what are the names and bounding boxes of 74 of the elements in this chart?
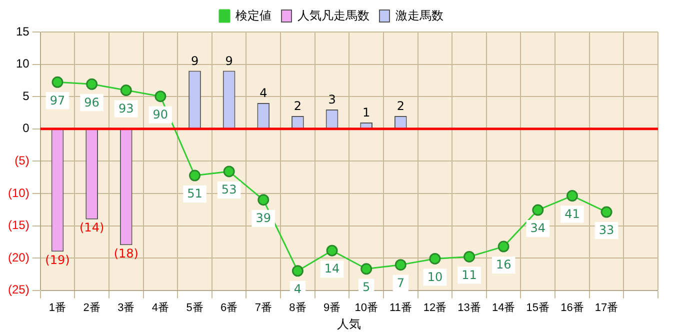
y-tick-label: 0 (22, 121, 30, 136)
point (86, 78, 98, 90)
point (600, 206, 612, 218)
point (532, 204, 544, 216)
y-tick-label: 10 (16, 56, 30, 71)
y-tick-label: (5) (14, 154, 30, 168)
x-axis-title: 人気 (337, 317, 362, 332)
data-label: 2 (294, 99, 302, 114)
x-tick-label: 5番 (186, 301, 204, 314)
data-label: 33 (598, 223, 614, 238)
data-label: 39 (256, 210, 272, 225)
point (566, 190, 578, 202)
data-label: 1 (362, 106, 370, 120)
data-label: 51 (187, 186, 202, 201)
point (189, 170, 201, 182)
x-tick-label: 9番 (323, 301, 341, 314)
data-label: 9 (225, 54, 233, 68)
y-tick-label: (10) (8, 186, 30, 200)
data-label: 93 (118, 101, 134, 116)
data-label: 34 (530, 221, 546, 236)
point (498, 240, 510, 252)
data-label: 14 (324, 262, 340, 276)
point (154, 90, 166, 102)
point (52, 76, 64, 88)
x-tick-label: 15番 (526, 301, 550, 314)
point (120, 84, 132, 96)
data-label: 3 (328, 92, 336, 107)
data-label: 90 (152, 107, 168, 122)
data-label: 5 (362, 280, 370, 294)
data-label: 11 (462, 268, 477, 282)
data-label: 97 (50, 93, 66, 108)
x-tick-label: 1番 (48, 301, 66, 314)
x-tick-label: 13番 (458, 301, 481, 314)
x-tick-label: 6番 (220, 301, 238, 314)
data-label: 10 (427, 270, 443, 284)
x-tick-label: 14番 (492, 301, 516, 314)
x-tick-label: 3番 (118, 301, 135, 314)
legend-label: 検定値 (236, 8, 272, 22)
data-label: 41 (564, 206, 580, 221)
x-tick-label: 4番 (152, 301, 170, 314)
x-tick-label: 8番 (289, 301, 306, 314)
data-label: 96 (84, 95, 100, 110)
x-tick-label: 12番 (423, 301, 447, 314)
point (292, 265, 304, 277)
y-tick-label: (25) (8, 282, 30, 297)
x-tick-label: 7番 (254, 301, 272, 314)
y-tick-label: 5 (22, 88, 30, 103)
point (326, 244, 338, 256)
data-label: 16 (496, 258, 512, 272)
data-label: 4 (294, 282, 302, 296)
data-label: 9 (190, 54, 199, 68)
x-tick-label: 10番 (354, 301, 378, 314)
x-tick-label: 11番 (389, 301, 412, 314)
x-tick-label: 16番 (560, 301, 584, 314)
point (429, 252, 441, 264)
legend-label: 人気凡走馬数 (298, 8, 370, 22)
point (258, 194, 270, 206)
data-label: 4 (260, 86, 268, 100)
point (464, 250, 476, 262)
point (394, 259, 406, 271)
x-tick-label: 2番 (83, 301, 100, 314)
legend-label: 激走馬数 (396, 8, 444, 22)
data-label: (19) (45, 252, 70, 267)
data-label: (14) (79, 220, 104, 234)
y-tick-label: (20) (8, 250, 30, 264)
y-tick-label: 15 (16, 24, 30, 38)
x-tick-label: 17番 (594, 301, 618, 314)
data-label: (18) (114, 246, 138, 260)
data-label: 7 (396, 276, 404, 290)
data-label: 53 (221, 182, 237, 197)
data-label: 2 (396, 99, 404, 114)
point (360, 263, 372, 275)
y-tick-label: (15) (8, 218, 30, 232)
point (223, 166, 235, 178)
